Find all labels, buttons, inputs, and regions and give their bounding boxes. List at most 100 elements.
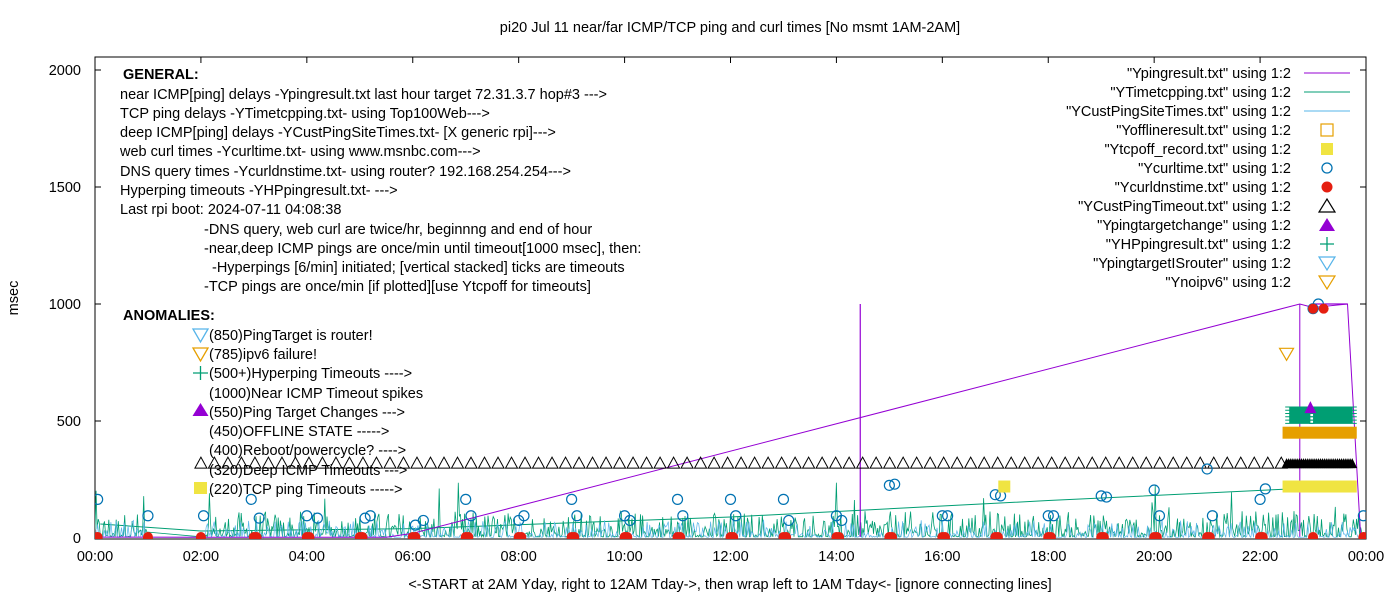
dns-time-point [1098, 532, 1109, 539]
dns-time-point [1151, 532, 1162, 539]
deep-timeout-marker [828, 456, 843, 469]
deep-timeout-marker [963, 456, 978, 469]
deep-timeout-marker [1017, 456, 1032, 469]
deep-timeout-marker [329, 456, 343, 469]
anomaly-item: (450)OFFLINE STATE -----> [209, 424, 389, 440]
deep-timeout-marker [653, 456, 667, 469]
legend-label: "YHPpingresult.txt" using 1:2 [1106, 237, 1291, 253]
legend-label: "Ypingresult.txt" using 1:2 [1127, 66, 1291, 82]
legend-label: "YTimetcpping.txt" using 1:2 [1110, 85, 1291, 101]
dns-time-point [569, 532, 580, 539]
curl-time-point [677, 510, 689, 522]
curl-time-point [1201, 463, 1213, 475]
series-ytimetcpping [95, 482, 1364, 539]
legend-label: "Ycurltime.txt" using 1:2 [1138, 161, 1291, 177]
deep-timeout-marker [383, 456, 397, 469]
deep-timeout-marker [221, 456, 235, 469]
deep-timeout-marker [275, 456, 289, 469]
legend-open-down-triangle [1317, 256, 1337, 272]
deep-timeout-marker [842, 456, 856, 469]
curl-time-point [1095, 490, 1107, 502]
curl-time-point [311, 512, 324, 524]
anomaly-item: (550)Ping Target Changes ---> [209, 405, 405, 421]
dns-time-point [834, 532, 845, 539]
dns-timeout-point [1318, 303, 1329, 314]
deep-timeout-marker [599, 456, 613, 469]
series-ycurltime [95, 298, 1366, 531]
x-tick-label: 16:00 [924, 549, 960, 565]
deep-timeout-marker [707, 456, 721, 469]
dns-time-point [728, 532, 739, 539]
deep-timeout-marker [666, 456, 681, 469]
deep-icmp-trace [95, 519, 1364, 539]
dns-time-point [95, 532, 103, 539]
series-ycustpingsitetimes [95, 519, 1364, 539]
deep-timeout-marker [288, 456, 303, 469]
tcp-trend-line [100, 488, 1292, 532]
anomaly-icon-target-change [192, 403, 209, 416]
dns-time-point [992, 532, 1003, 539]
hyperping-cluster [1313, 406, 1353, 424]
anomaly-item: (220)TCP ping Timeouts -----> [209, 482, 403, 498]
deep-timeout-marker [504, 456, 519, 469]
deep-timeout-marker [491, 456, 505, 469]
x-tick-label: 04:00 [289, 549, 325, 565]
x-tick-label: 10:00 [606, 549, 642, 565]
series-ycurldnstime [95, 532, 1366, 539]
deep-timeout-marker [423, 456, 438, 469]
x-tick-label: 18:00 [1030, 549, 1066, 565]
y-tick-label: 0 [73, 531, 81, 547]
general-header: GENERAL: [123, 67, 199, 83]
deep-timeout-marker [882, 456, 897, 469]
dns-time-point [1204, 532, 1215, 539]
legend-label: "Ypingtargetchange" using 1:2 [1097, 218, 1291, 234]
curl-time-point [1357, 510, 1366, 522]
dns-time-point [939, 532, 950, 539]
dns-time-point [887, 532, 898, 539]
curl-time-point [724, 493, 737, 505]
deep-timeout-marker [734, 456, 748, 469]
curl-time-point [730, 510, 742, 522]
deep-timeout-marker [396, 456, 411, 469]
deep-timeout-marker [639, 456, 654, 469]
deep-timeout-marker [558, 456, 573, 469]
ipv6-failure-marker [1278, 347, 1295, 362]
curl-time-point [417, 514, 429, 527]
deep-timeout-marker [774, 456, 789, 469]
deep-timeout-marker [1098, 456, 1113, 469]
deep-timeout-marker [815, 456, 829, 469]
legend-open-circle [1321, 162, 1333, 174]
curl-time-point [571, 510, 583, 522]
deep-timeout-marker [1139, 456, 1154, 469]
hyperping-cluster [1289, 406, 1311, 424]
general-line: near ICMP[ping] delays -Ypingresult.txt … [120, 87, 607, 103]
deep-timeout-marker [1085, 456, 1100, 469]
deep-timeout-marker [302, 456, 316, 469]
dns-time-point [781, 532, 792, 539]
deep-timeout-marker [626, 456, 640, 469]
deep-timeout-marker [369, 456, 384, 469]
legend-filled-circle [1321, 181, 1333, 193]
general-note: -DNS query, web curl are twice/hr, begin… [204, 222, 592, 238]
deep-timeout-marker [896, 456, 910, 469]
x-tick-label: 22:00 [1242, 549, 1278, 565]
deep-timeout-marker [855, 456, 870, 469]
anomaly-icon-tcp-timeout [194, 482, 207, 494]
curl-time-point [783, 514, 795, 527]
general-line: deep ICMP[ping] delays -YCustPingSiteTim… [120, 125, 556, 141]
legend-plus [1320, 237, 1334, 251]
deep-timeout-marker [450, 456, 465, 469]
y-tick-label: 1500 [49, 180, 81, 196]
deep-timeout-marker [680, 456, 694, 469]
late-anomaly-cluster [998, 303, 1358, 493]
general-line: TCP ping delays -YTimetcpping.txt- using… [120, 106, 490, 122]
deep-timeout-marker [761, 456, 775, 469]
x-tick-label: 08:00 [501, 549, 537, 565]
curl-time-point [1206, 510, 1219, 522]
deep-timeout-marker [1193, 456, 1208, 469]
deep-timeout-marker [1044, 456, 1059, 469]
deep-timeout-marker [518, 456, 532, 469]
anomaly-item: (785)ipv6 failure! [209, 347, 317, 363]
curl-time-point [95, 493, 104, 505]
deep-timeout-marker [1260, 456, 1275, 469]
